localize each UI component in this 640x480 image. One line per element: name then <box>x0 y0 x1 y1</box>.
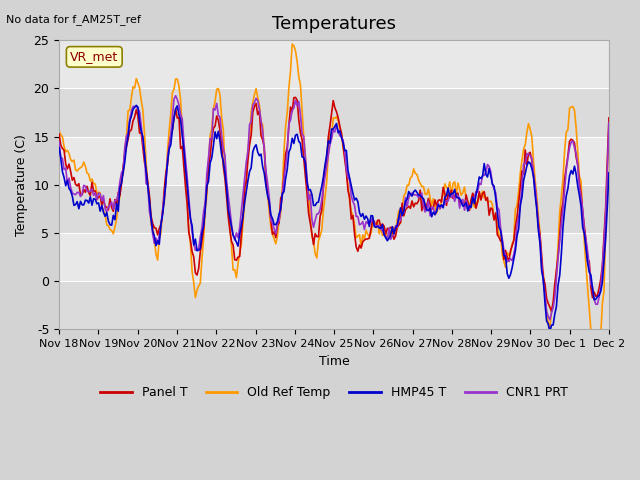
Title: Temperatures: Temperatures <box>272 15 396 33</box>
Bar <box>59 281 609 329</box>
Text: No data for f_AM25T_ref: No data for f_AM25T_ref <box>6 14 141 25</box>
Legend: Panel T, Old Ref Temp, HMP45 T, CNR1 PRT: Panel T, Old Ref Temp, HMP45 T, CNR1 PRT <box>95 381 573 404</box>
Bar <box>59 88 609 136</box>
X-axis label: Time: Time <box>319 355 349 368</box>
Bar <box>59 185 609 233</box>
Y-axis label: Temperature (C): Temperature (C) <box>15 134 28 236</box>
Text: VR_met: VR_met <box>70 50 118 63</box>
